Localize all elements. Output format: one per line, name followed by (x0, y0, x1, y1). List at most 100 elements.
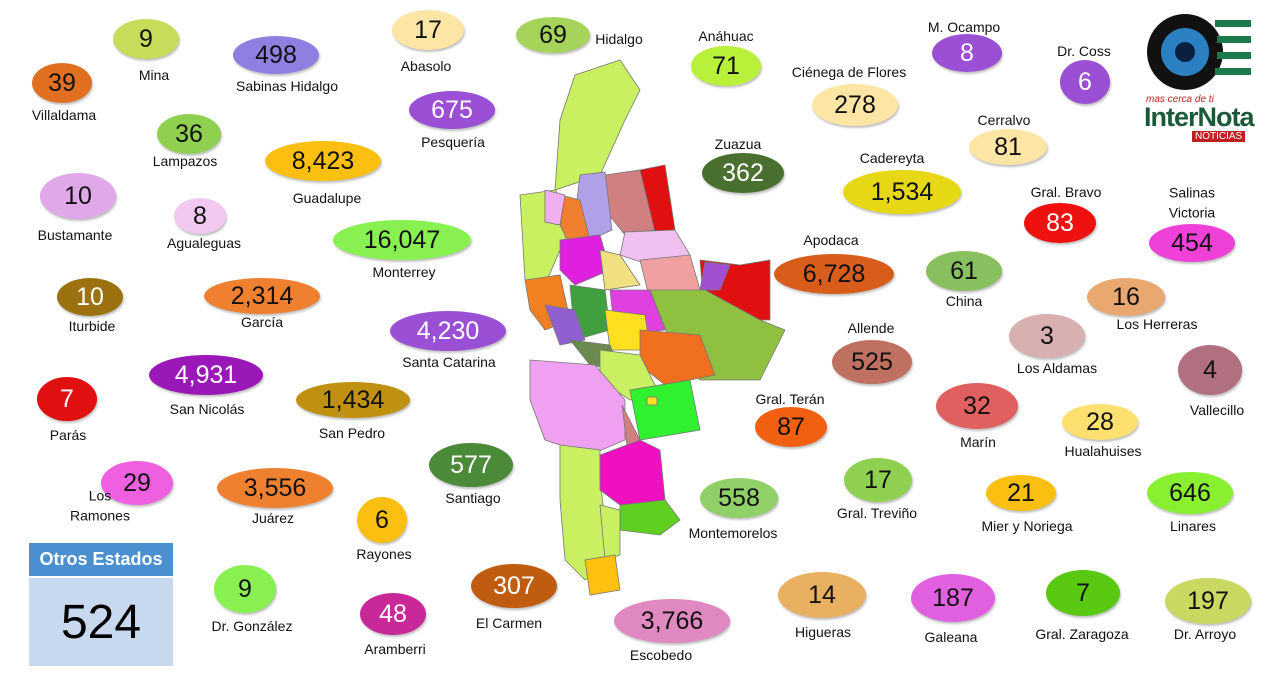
logo-icon (1147, 14, 1251, 90)
count-bubble: 83 (1024, 203, 1096, 243)
count-bubble: 21 (986, 475, 1056, 511)
count-bubble: 8 (174, 198, 226, 234)
count-bubble: 675 (409, 91, 495, 129)
count-bubble: 9 (214, 565, 276, 613)
municipality-name: Higueras (794, 623, 852, 640)
count-bubble: 71 (691, 46, 761, 86)
municipality-name: San Pedro (318, 424, 386, 441)
municipality-name: Santa Catarina (402, 353, 496, 370)
municipality-name: Iturbide (68, 317, 116, 334)
municipality-name: Mina (138, 66, 170, 83)
municipality-name: Gral. Treviño (836, 504, 918, 521)
municipality-name: Bustamante (37, 226, 113, 243)
count-bubble: 4,931 (149, 355, 263, 395)
count-bubble: 81 (969, 129, 1047, 165)
count-bubble: 14 (778, 572, 866, 618)
count-bubble: 6 (1060, 60, 1110, 104)
count-bubble: 498 (233, 36, 319, 74)
municipality-name: Dr. Coss (1057, 42, 1111, 59)
count-bubble: 28 (1062, 404, 1138, 440)
municipality-name: Salinas Victoria (1168, 184, 1216, 221)
count-bubble: 6,728 (774, 254, 894, 294)
municipality-name: Juárez (251, 509, 295, 526)
count-bubble: 9 (113, 19, 179, 59)
municipality-name: Rayones (356, 545, 412, 562)
count-bubble: 362 (702, 153, 784, 193)
count-bubble: 646 (1147, 472, 1233, 514)
municipality-name: Marín (960, 433, 996, 450)
count-bubble: 39 (32, 63, 92, 103)
count-bubble: 36 (157, 114, 221, 154)
count-bubble: 197 (1165, 578, 1251, 624)
municipality-name: Apodaca (803, 231, 859, 248)
municipality-name: Dr. González (211, 617, 293, 634)
municipality-name: García (240, 313, 284, 330)
municipality-name: Gral. Zaragoza (1035, 625, 1129, 642)
count-bubble: 17 (844, 458, 912, 502)
municipality-name: China (945, 292, 983, 309)
count-bubble: 1,434 (296, 382, 410, 418)
municipality-name: Vallecillo (1189, 401, 1245, 418)
count-bubble: 2,314 (204, 278, 320, 314)
municipality-name: Monterrey (372, 263, 436, 280)
count-bubble: 4,230 (390, 311, 506, 351)
municipality-name: Gral. Bravo (1030, 183, 1102, 200)
municipality-name: Escobedo (629, 646, 693, 663)
municipality-name: Linares (1170, 517, 1216, 534)
count-bubble: 16,047 (333, 220, 471, 260)
municipality-name: Ciénega de Flores (791, 63, 907, 80)
count-bubble: 3,556 (217, 468, 333, 508)
count-bubble: 8,423 (265, 141, 381, 181)
count-bubble: 525 (832, 340, 912, 384)
count-bubble: 16 (1087, 278, 1165, 316)
municipality-name: Anáhuac (698, 27, 754, 44)
logo-sub: NOTICIAS (1192, 131, 1246, 142)
count-bubble: 8 (932, 34, 1002, 72)
municipality-name: Villaldama (31, 106, 97, 123)
count-bubble: 10 (57, 278, 123, 316)
count-bubble: 278 (812, 84, 898, 126)
municipality-name: Montemorelos (688, 524, 778, 541)
municipality-name: Mier y Noriega (981, 517, 1073, 534)
municipality-name: Pesquería (421, 133, 485, 150)
count-bubble: 4 (1178, 345, 1242, 395)
municipality-name: Parás (49, 426, 87, 443)
logo-name: InterNota (1144, 102, 1255, 132)
count-bubble: 69 (516, 17, 590, 53)
municipality-name: M. Ocampo (927, 18, 1001, 35)
count-bubble: 7 (1046, 570, 1120, 616)
count-bubble: 307 (471, 564, 557, 608)
municipality-name: Cadereyta (859, 149, 925, 166)
count-bubble: 32 (936, 383, 1018, 429)
count-bubble: 87 (755, 407, 827, 447)
count-bubble: 61 (926, 251, 1002, 291)
count-bubble: 3,766 (614, 599, 730, 643)
count-bubble: 1,534 (843, 170, 961, 214)
count-bubble: 7 (37, 377, 97, 421)
municipality-name: Cerralvo (977, 111, 1031, 128)
municipality-name: Agualeguas (167, 234, 241, 251)
municipality-name: Hidalgo (595, 30, 643, 47)
municipality-name: Abasolo (400, 57, 452, 74)
municipality-name: Guadalupe (292, 189, 362, 206)
municipality-name: El Carmen (475, 614, 543, 631)
municipality-name: Zuazua (714, 135, 762, 152)
municipality-name: Los Ramones (70, 487, 130, 524)
municipality-name: Los Aldamas (1016, 359, 1098, 376)
count-bubble: 48 (360, 593, 426, 635)
municipality-name: Aramberri (364, 640, 426, 657)
count-bubble: 29 (101, 461, 173, 505)
other-states-count: 524 (29, 578, 173, 666)
count-bubble: 17 (392, 10, 464, 50)
municipality-name: Hualahuises (1064, 442, 1142, 459)
municipality-name: Galeana (924, 628, 978, 645)
municipality-name: Los Herreras (1116, 315, 1198, 332)
count-bubble: 454 (1149, 224, 1235, 262)
count-bubble: 3 (1009, 314, 1085, 358)
municipality-name: Sabinas Hidalgo (236, 77, 338, 94)
municipality-name: San Nicolás (169, 400, 245, 417)
municipality-name: Santiago (445, 489, 501, 506)
municipality-name: Lampazos (152, 152, 218, 169)
